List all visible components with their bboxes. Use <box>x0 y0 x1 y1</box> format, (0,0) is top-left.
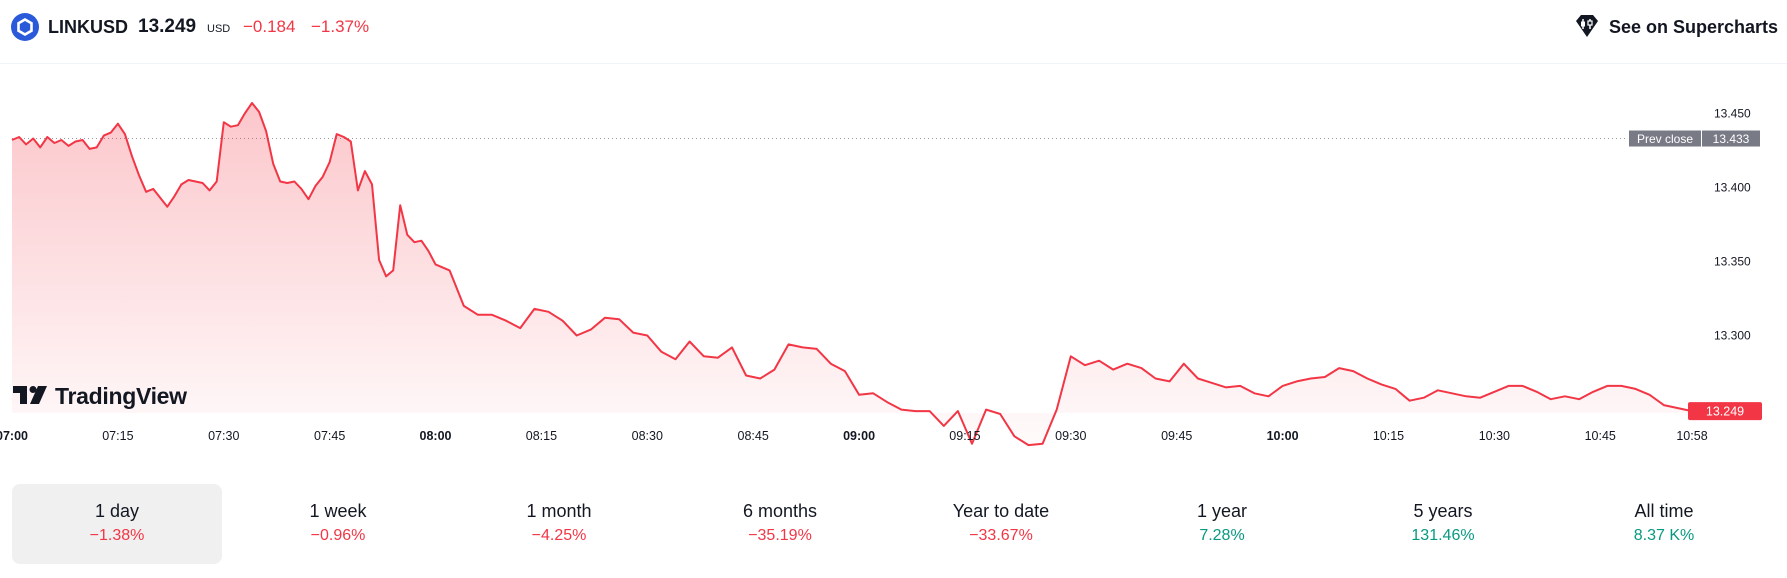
period-label: 1 year <box>1196 501 1248 521</box>
price-chart[interactable]: Prev close 13.433 13.450 13.400 13.350 13.30… <box>0 63 1787 463</box>
y-tick-label: 13.450 <box>1714 106 1751 120</box>
x-tick-label: 07:15 <box>102 429 133 443</box>
prev-close-tag <box>1629 130 1701 147</box>
tradingview-logo-icon <box>13 386 47 404</box>
period-change: −4.25% <box>531 527 587 544</box>
period-label: 1 week <box>309 501 367 521</box>
period-change: −1.38% <box>89 527 145 544</box>
x-tick-label: 09:45 <box>1161 429 1192 443</box>
x-tick-label: 07:00 <box>0 429 28 443</box>
period-label: 6 months <box>742 501 818 521</box>
x-tick-label: 08:45 <box>738 429 769 443</box>
period-tab-1-month[interactable]: 1 month −4.25% <box>454 484 664 564</box>
x-tick-label: 09:15 <box>949 429 980 443</box>
x-tick-label: 09:00 <box>843 429 875 443</box>
period-label: 5 years <box>1413 501 1473 521</box>
prev-close-label: Prev close <box>1637 132 1693 146</box>
period-tab-all-time[interactable]: All time 8.37 K% <box>1559 484 1769 564</box>
price-change: −0.184 <box>243 17 296 36</box>
period-label: All time <box>1634 501 1694 521</box>
y-tick-label: 13.350 <box>1714 254 1751 268</box>
period-label: 1 month <box>526 501 592 521</box>
x-tick-label: 10:30 <box>1479 429 1510 443</box>
period-tab-6-months[interactable]: 6 months −35.19% <box>675 484 885 564</box>
prev-close-value: 13.433 <box>1713 132 1750 146</box>
x-tick-label: 10:00 <box>1267 429 1299 443</box>
last-price-label: 13.249 <box>1706 405 1744 419</box>
period-change: 131.46% <box>1411 527 1475 544</box>
last-price-group: 13.249 <box>1688 402 1762 421</box>
period-change: 7.28% <box>1199 527 1245 544</box>
supercharts-icon[interactable] <box>1573 13 1601 39</box>
price-change-percent: −1.37% <box>311 17 370 36</box>
period-label: 1 day <box>94 501 140 521</box>
prev-close-value-tag <box>1702 130 1760 147</box>
price-area-fill <box>12 103 1692 446</box>
chainlink-logo-icon <box>11 13 39 41</box>
x-tick-label: 10:58 <box>1676 429 1707 443</box>
period-tab-5-years[interactable]: 5 years 131.46% <box>1338 484 1548 564</box>
performance-periods: 1 day −1.38% 1 week −0.96% 1 month −4.25% 6 mo… <box>12 484 1774 564</box>
x-tick-label: 07:30 <box>208 429 239 443</box>
x-tick-label: 09:30 <box>1055 429 1086 443</box>
symbol-header: LINKUSD 13.249 USD −0.184 −1.37% See on … <box>0 0 1787 64</box>
prev-close-group: Prev close 13.433 <box>12 130 1760 147</box>
period-tab-1-week[interactable]: 1 week −0.96% <box>233 484 443 564</box>
period-change: −35.19% <box>748 527 812 544</box>
symbol-name[interactable]: LINKUSD <box>48 17 128 37</box>
time-axis: 07:00 07:15 07:30 07:45 08:00 08:15 08:30 08:45… <box>0 429 1708 443</box>
x-tick-label: 10:45 <box>1585 429 1616 443</box>
price-axis: 13.450 13.400 13.350 13.300 <box>1714 106 1751 342</box>
period-change: −0.96% <box>310 527 366 544</box>
y-tick-label: 13.300 <box>1714 329 1751 343</box>
last-price-tag <box>1688 402 1762 421</box>
period-tab-year-to-date[interactable]: Year to date −33.67% <box>896 484 1106 564</box>
period-label: Year to date <box>952 501 1050 521</box>
x-tick-label: 07:45 <box>314 429 345 443</box>
x-tick-label: 08:30 <box>632 429 663 443</box>
period-tab-1-day[interactable]: 1 day −1.38% <box>12 484 222 564</box>
see-on-supercharts-link[interactable]: See on Supercharts <box>1609 17 1779 37</box>
x-tick-label: 10:15 <box>1373 429 1404 443</box>
currency-label: USD <box>207 23 231 35</box>
period-change: −33.67% <box>969 527 1033 544</box>
x-tick-label: 08:00 <box>420 429 452 443</box>
price-line <box>11 102 1693 447</box>
x-tick-label: 08:15 <box>526 429 557 443</box>
y-tick-label: 13.400 <box>1714 180 1751 194</box>
period-change: 8.37 K% <box>1633 527 1695 544</box>
tradingview-wordmark: TradingView <box>55 383 187 409</box>
last-price: 13.249 <box>138 16 197 37</box>
period-tab-1-year[interactable]: 1 year 7.28% <box>1117 484 1327 564</box>
